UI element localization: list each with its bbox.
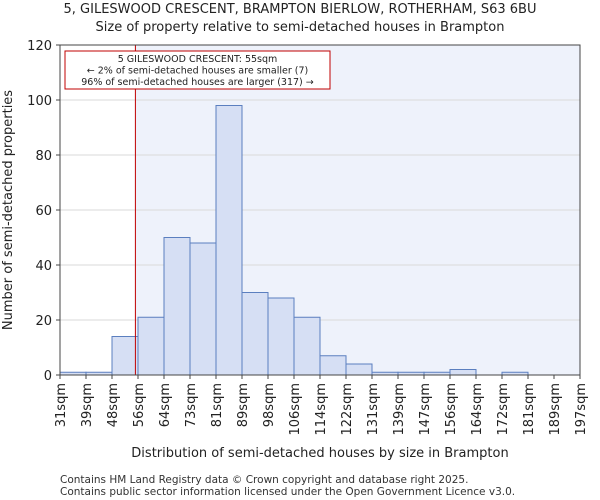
annotation-line: 96% of semi-detached houses are larger (… (81, 77, 314, 88)
x-tick-label: 56sqm (132, 383, 147, 427)
y-tick-label: 0 (44, 369, 52, 384)
x-tick-label: 147sqm (418, 383, 433, 436)
y-tick-label: 20 (35, 314, 52, 329)
x-tick-label: 131sqm (366, 383, 381, 436)
x-tick-label: 122sqm (340, 383, 355, 436)
histogram-bar (111, 336, 139, 376)
y-tick-label: 120 (27, 39, 52, 54)
y-tick-label: 100 (27, 94, 52, 109)
histogram-bar (293, 316, 321, 376)
annotation-line: ← 2% of semi-detached houses are smaller… (87, 66, 308, 77)
x-tick-label: 172sqm (496, 383, 511, 436)
y-tick-label: 60 (35, 204, 52, 219)
annotation-line: 5 GILESWOOD CRESCENT: 55sqm (118, 54, 278, 65)
y-tick-label: 80 (35, 149, 52, 164)
chart-title: 5, GILESWOOD CRESCENT, BRAMPTON BIERLOW,… (63, 2, 537, 17)
x-tick-label: 39sqm (80, 383, 95, 427)
x-tick-label: 73sqm (184, 383, 199, 427)
y-tick-label: 40 (35, 259, 52, 274)
x-tick-label: 181sqm (522, 383, 537, 436)
x-tick-label: 114sqm (314, 383, 329, 436)
histogram-bar (189, 242, 217, 376)
histogram-bar (319, 355, 347, 376)
annotation-box (64, 50, 331, 90)
x-tick-label: 164sqm (470, 383, 485, 436)
x-tick-label: 98sqm (262, 383, 277, 427)
chart-subtitle: Size of property relative to semi-detach… (95, 20, 505, 35)
histogram-bar (345, 363, 373, 376)
x-tick-label: 48sqm (106, 383, 121, 427)
histogram-bar (163, 237, 191, 376)
y-axis-label: Number of semi-detached properties (1, 90, 16, 330)
x-tick-label: 156sqm (444, 383, 459, 436)
footer-line-1: Contains HM Land Registry data © Crown c… (60, 474, 469, 486)
x-tick-label: 106sqm (288, 383, 303, 436)
x-tick-label: 81sqm (210, 383, 225, 427)
x-axis-label: Distribution of semi-detached houses by … (131, 446, 508, 461)
x-tick-label: 89sqm (236, 383, 251, 427)
footer-line-2: Contains public sector information licen… (60, 486, 516, 498)
histogram-bar (267, 297, 295, 376)
histogram-bar (241, 292, 269, 376)
x-tick-label: 64sqm (158, 383, 173, 427)
histogram-bar (449, 369, 477, 376)
x-tick-label: 197sqm (574, 383, 589, 436)
x-tick-label: 31sqm (54, 383, 69, 427)
x-tick-label: 139sqm (392, 383, 407, 436)
histogram-bar (137, 316, 165, 376)
x-tick-label: 189sqm (548, 383, 563, 436)
histogram-bar (215, 105, 243, 376)
